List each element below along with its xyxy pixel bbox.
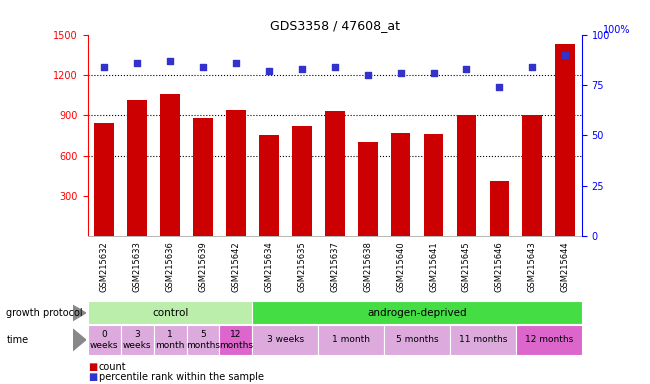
Bar xyxy=(489,181,510,236)
Point xyxy=(132,60,142,66)
Point xyxy=(428,70,439,76)
Text: control: control xyxy=(152,308,188,318)
Text: 3
weeks: 3 weeks xyxy=(123,330,151,349)
Text: 11 months: 11 months xyxy=(459,335,507,344)
Text: 0
weeks: 0 weeks xyxy=(90,330,118,349)
Text: 3 weeks: 3 weeks xyxy=(266,335,304,344)
Text: 1
month: 1 month xyxy=(155,330,185,349)
Bar xyxy=(318,325,384,354)
Point xyxy=(231,60,241,66)
Bar xyxy=(252,325,318,354)
Bar xyxy=(523,115,542,236)
Text: GSM215632: GSM215632 xyxy=(99,242,109,292)
Point xyxy=(99,64,109,70)
Text: GSM215637: GSM215637 xyxy=(330,242,339,292)
Bar xyxy=(220,325,252,354)
Bar xyxy=(424,134,443,236)
Bar xyxy=(259,136,279,236)
Text: GSM215640: GSM215640 xyxy=(396,242,405,292)
Text: GSM215645: GSM215645 xyxy=(462,242,471,292)
Bar xyxy=(555,44,575,236)
Bar xyxy=(193,118,213,236)
Bar xyxy=(187,325,220,354)
Bar xyxy=(325,111,344,236)
Bar xyxy=(252,301,582,324)
Text: GSM215636: GSM215636 xyxy=(166,242,175,292)
Text: count: count xyxy=(99,362,126,372)
Text: GSM215642: GSM215642 xyxy=(231,242,240,292)
Point xyxy=(363,72,373,78)
Point xyxy=(198,64,208,70)
Bar xyxy=(516,325,582,354)
Bar xyxy=(456,115,476,236)
Bar xyxy=(292,126,312,236)
Point xyxy=(165,58,176,64)
Text: time: time xyxy=(6,335,29,345)
Point xyxy=(527,64,538,70)
Polygon shape xyxy=(73,305,86,321)
Text: ■: ■ xyxy=(88,372,97,382)
Text: GSM215643: GSM215643 xyxy=(528,242,537,292)
Text: 5 months: 5 months xyxy=(396,335,438,344)
Point xyxy=(330,64,340,70)
Polygon shape xyxy=(73,329,86,351)
Bar xyxy=(121,325,153,354)
Bar xyxy=(127,101,147,236)
Point xyxy=(560,52,571,58)
Bar xyxy=(88,301,252,324)
Bar xyxy=(160,94,180,236)
Text: GSM215646: GSM215646 xyxy=(495,242,504,292)
Text: GSM215634: GSM215634 xyxy=(265,242,274,292)
Text: 12
months: 12 months xyxy=(219,330,253,349)
Text: 1 month: 1 month xyxy=(332,335,370,344)
Point xyxy=(395,70,406,76)
Bar xyxy=(391,133,411,236)
Point xyxy=(494,84,504,90)
Text: percentile rank within the sample: percentile rank within the sample xyxy=(99,372,264,382)
Point xyxy=(462,66,472,72)
Bar xyxy=(153,325,187,354)
Bar xyxy=(358,142,378,236)
Bar xyxy=(384,325,450,354)
Text: 5
months: 5 months xyxy=(186,330,220,349)
Text: GSM215638: GSM215638 xyxy=(363,242,372,292)
Text: ■: ■ xyxy=(88,362,97,372)
Text: GSM215633: GSM215633 xyxy=(133,242,142,292)
Bar xyxy=(94,123,114,236)
Text: 12 months: 12 months xyxy=(525,335,573,344)
Text: GSM215641: GSM215641 xyxy=(429,242,438,292)
Text: GSM215639: GSM215639 xyxy=(198,242,207,292)
Text: growth protocol: growth protocol xyxy=(6,308,83,318)
Text: GSM215644: GSM215644 xyxy=(561,242,570,292)
Title: GDS3358 / 47608_at: GDS3358 / 47608_at xyxy=(270,19,400,32)
Text: GSM215635: GSM215635 xyxy=(297,242,306,292)
Bar xyxy=(226,110,246,236)
Bar xyxy=(88,325,121,354)
Point xyxy=(264,68,274,74)
Text: androgen-deprived: androgen-deprived xyxy=(367,308,467,318)
Y-axis label: 100%: 100% xyxy=(603,25,630,35)
Point xyxy=(296,66,307,72)
Bar xyxy=(450,325,516,354)
